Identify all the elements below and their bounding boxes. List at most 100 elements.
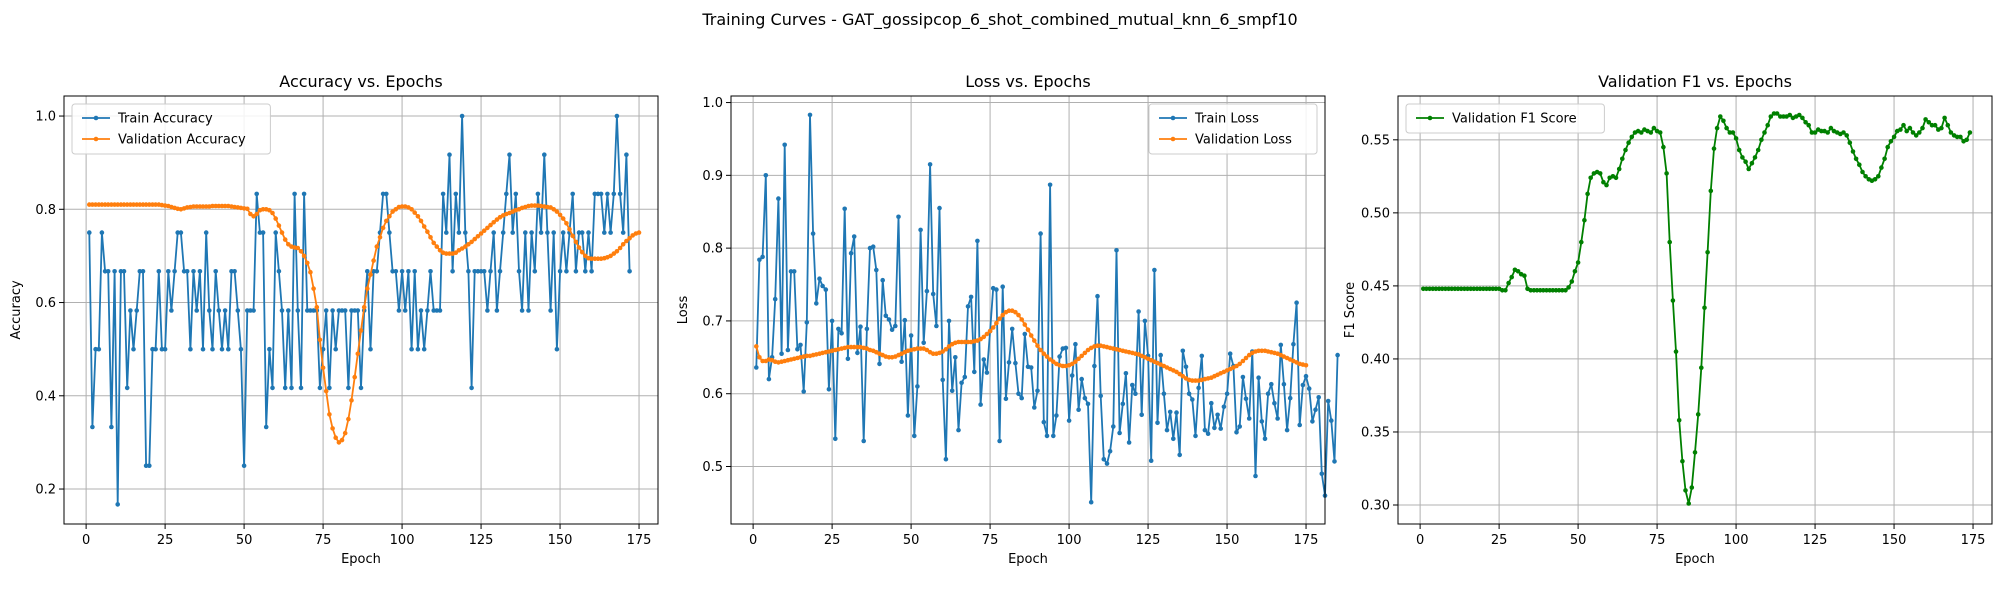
data-point bbox=[949, 388, 955, 394]
data-point bbox=[968, 294, 974, 300]
data-point bbox=[402, 308, 408, 313]
data-point bbox=[1443, 286, 1448, 292]
data-point bbox=[431, 240, 437, 246]
y-tick-label: 0.2 bbox=[35, 483, 56, 498]
data-point bbox=[1812, 130, 1818, 135]
data-point bbox=[1224, 391, 1230, 397]
data-point bbox=[203, 230, 209, 235]
data-point bbox=[592, 191, 598, 197]
x-tick-label: 150 bbox=[1215, 533, 1240, 548]
data-point bbox=[1730, 130, 1736, 135]
x-tick-label: 25 bbox=[824, 533, 841, 548]
data-point bbox=[453, 250, 459, 255]
data-point bbox=[1079, 376, 1084, 382]
data-point bbox=[1038, 231, 1043, 236]
data-point bbox=[481, 228, 487, 233]
data-point bbox=[147, 463, 152, 469]
data-point bbox=[905, 413, 911, 418]
data-point bbox=[434, 244, 440, 249]
data-point bbox=[1702, 305, 1707, 311]
data-point bbox=[308, 269, 313, 275]
data-point bbox=[519, 308, 525, 313]
legend: Validation F1 Score bbox=[1405, 103, 1605, 134]
data-point bbox=[1942, 115, 1947, 121]
data-point bbox=[1107, 448, 1113, 454]
data-point bbox=[1092, 363, 1097, 369]
figure-suptitle: Training Curves - GAT_gossipcop_6_shot_c… bbox=[701, 10, 1297, 30]
data-point bbox=[301, 253, 307, 259]
data-point bbox=[421, 346, 427, 352]
data-point bbox=[440, 191, 446, 197]
data-point bbox=[1016, 312, 1021, 318]
data-point bbox=[1205, 431, 1211, 437]
data-point bbox=[1329, 418, 1334, 423]
data-point bbox=[782, 142, 787, 148]
data-point bbox=[1243, 396, 1249, 402]
data-point bbox=[1828, 125, 1834, 131]
data-point bbox=[292, 191, 297, 197]
data-point bbox=[387, 230, 392, 235]
x-tick-label: 75 bbox=[982, 533, 999, 548]
data-point bbox=[810, 231, 816, 236]
data-point bbox=[1044, 433, 1050, 439]
data-point bbox=[880, 277, 885, 283]
data-point bbox=[377, 235, 383, 240]
data-point bbox=[1177, 452, 1182, 458]
data-point bbox=[453, 191, 459, 197]
data-point bbox=[1743, 159, 1748, 164]
data-point bbox=[801, 389, 806, 394]
data-point bbox=[1572, 269, 1578, 274]
data-point bbox=[624, 238, 629, 244]
data-point bbox=[380, 225, 386, 231]
x-tick-label: 125 bbox=[469, 533, 494, 548]
data-point bbox=[105, 269, 111, 274]
plot-frame bbox=[730, 95, 1326, 525]
data-point bbox=[972, 369, 977, 375]
data-point bbox=[153, 202, 158, 207]
data-point bbox=[943, 347, 949, 352]
data-point bbox=[573, 239, 579, 245]
data-point bbox=[1427, 286, 1432, 292]
data-point bbox=[371, 269, 376, 274]
data-point bbox=[156, 269, 162, 274]
data-point bbox=[583, 269, 588, 274]
data-point bbox=[924, 288, 930, 294]
data-point bbox=[924, 347, 930, 353]
data-point bbox=[627, 269, 632, 274]
data-point bbox=[1332, 459, 1337, 464]
data-point bbox=[1657, 130, 1663, 135]
data-point bbox=[1227, 351, 1233, 357]
data-point bbox=[1335, 352, 1340, 358]
data-point bbox=[320, 365, 326, 371]
data-point bbox=[1926, 120, 1932, 125]
data-point bbox=[425, 308, 430, 313]
y-tick-label: 1.0 bbox=[35, 110, 56, 125]
data-point bbox=[526, 308, 531, 313]
legend-swatch-marker bbox=[93, 115, 99, 121]
data-point bbox=[1180, 348, 1186, 354]
data-point bbox=[1076, 356, 1081, 362]
data-point bbox=[254, 191, 259, 197]
data-point bbox=[1133, 391, 1138, 397]
series-line bbox=[1423, 112, 1971, 505]
data-point bbox=[235, 308, 241, 313]
data-point bbox=[817, 276, 822, 282]
data-point bbox=[1844, 133, 1849, 138]
data-point bbox=[1186, 391, 1192, 397]
data-point bbox=[1259, 348, 1265, 354]
data-point bbox=[1051, 433, 1056, 439]
data-point bbox=[194, 308, 199, 313]
data-point bbox=[997, 438, 1002, 444]
data-point bbox=[1221, 404, 1227, 410]
data-point bbox=[1281, 381, 1287, 387]
data-point bbox=[387, 214, 392, 219]
x-axis-label: Epoch bbox=[341, 552, 381, 567]
data-point bbox=[1939, 125, 1944, 131]
data-point bbox=[1579, 239, 1584, 245]
data-point bbox=[121, 269, 127, 274]
data-point bbox=[330, 426, 335, 431]
x-tick-label: 125 bbox=[1136, 533, 1161, 548]
data-point bbox=[513, 191, 519, 197]
y-tick-label: 1.0 bbox=[702, 96, 723, 111]
x-tick-label: 0 bbox=[1416, 533, 1424, 548]
